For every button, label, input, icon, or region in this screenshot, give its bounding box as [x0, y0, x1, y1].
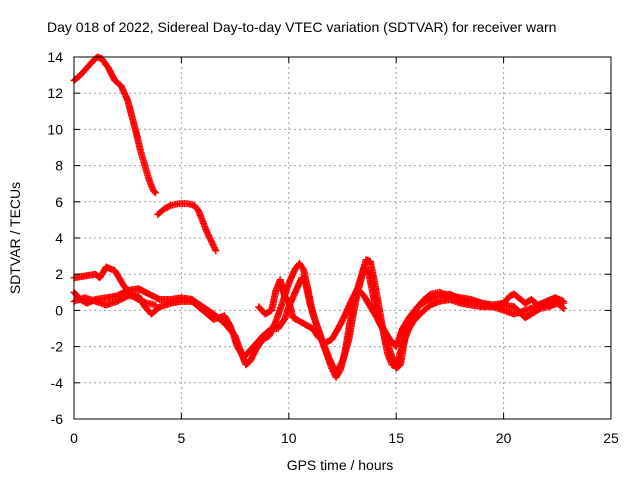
y-tick-label: -2 [51, 339, 64, 355]
y-tick-label: 2 [55, 266, 63, 282]
series-arc-2 [154, 200, 220, 255]
y-tick-label: -6 [51, 411, 64, 427]
x-tick-label: 5 [178, 430, 186, 446]
x-tick-label: 10 [281, 430, 297, 446]
series-markers [70, 265, 568, 378]
x-tick-label: 0 [70, 430, 78, 446]
series-arc-1 [70, 53, 160, 197]
series-arc-6 [255, 276, 568, 372]
y-tick-label: 6 [55, 194, 63, 210]
y-tick-label: 8 [55, 158, 63, 174]
y-tick-label: 0 [55, 302, 63, 318]
x-tick-label: 15 [388, 430, 404, 446]
x-tick-label: 20 [496, 430, 512, 446]
series-markers [255, 276, 568, 372]
data-points [70, 53, 568, 381]
series-arc-4 [70, 256, 568, 381]
x-tick-label: 25 [603, 430, 619, 446]
series-markers [70, 53, 160, 197]
series-arc-5 [70, 265, 568, 378]
y-tick-label: -4 [51, 375, 64, 391]
grid [74, 57, 611, 419]
x-axis-label: GPS time / hours [287, 457, 394, 473]
y-tick-label: 14 [47, 49, 63, 65]
chart-title: Day 018 of 2022, Sidereal Day-to-day VTE… [47, 19, 556, 35]
y-tick-label: 10 [47, 121, 63, 137]
y-axis-label: SDTVAR / TECUs [7, 182, 23, 294]
axis-ticks: 0 5 10 15 20 25 -6 -4 -2 0 2 4 6 8 10 12 14 [47, 49, 619, 446]
y-tick-label: 4 [55, 230, 63, 246]
y-tick-label: 12 [47, 85, 63, 101]
series-markers [70, 256, 568, 381]
series-markers [154, 200, 220, 255]
